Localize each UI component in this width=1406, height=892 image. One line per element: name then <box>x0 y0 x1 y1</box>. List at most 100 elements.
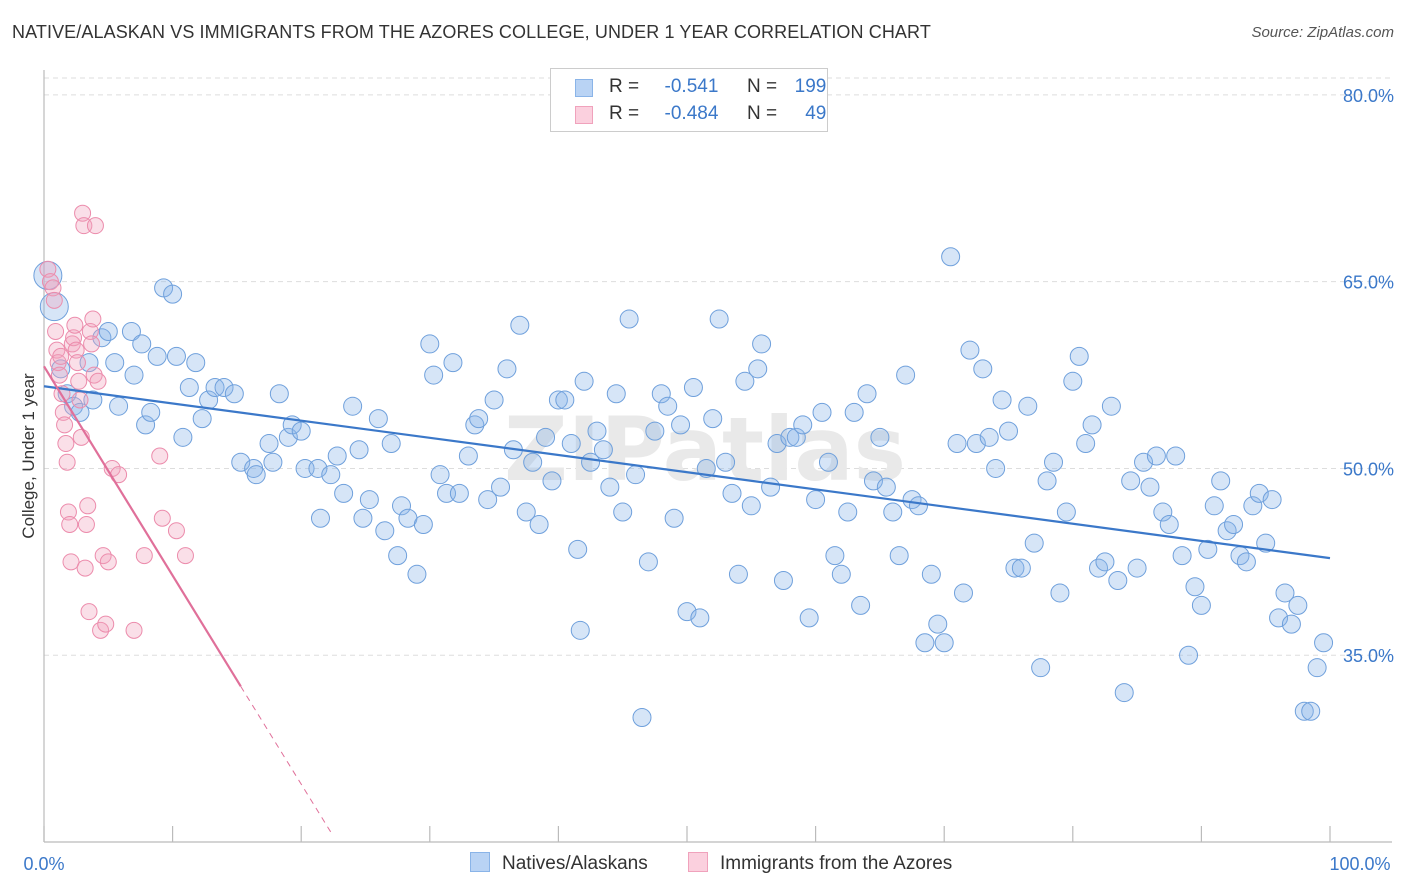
legend: R = -0.541 N = 199 R = -0.484 N = 49 <box>550 68 828 132</box>
y-axis-title: College, Under 1 year <box>19 373 38 539</box>
legend-swatch-pink <box>575 106 593 124</box>
point-natives <box>334 483 354 503</box>
point-natives <box>696 458 716 478</box>
point-natives <box>51 359 71 379</box>
point-natives <box>1204 496 1224 516</box>
point-natives <box>529 514 549 534</box>
bottom-legend-natives: Natives/Alaskans <box>470 852 648 875</box>
point-azores <box>45 291 63 309</box>
point-natives <box>1166 446 1186 466</box>
point-natives <box>1082 415 1102 435</box>
point-natives <box>173 427 193 447</box>
point-natives <box>703 409 723 429</box>
point-natives <box>443 353 463 373</box>
point-natives <box>1005 558 1025 578</box>
point-natives <box>407 564 427 584</box>
point-natives <box>645 421 665 441</box>
point-natives <box>388 546 408 566</box>
x-tick-label: 0.0% <box>23 854 64 874</box>
point-natives <box>353 508 373 528</box>
point-natives <box>986 458 1006 478</box>
point-azores <box>125 621 143 639</box>
point-natives <box>915 633 935 653</box>
point-natives <box>857 384 877 404</box>
point-azores <box>57 435 75 453</box>
point-azores <box>153 509 171 527</box>
point-natives <box>368 409 388 429</box>
point-natives <box>651 384 671 404</box>
x-tick-label: 100.0% <box>1329 854 1390 874</box>
point-natives <box>889 546 909 566</box>
point-natives <box>1024 533 1044 553</box>
point-azores <box>89 372 107 390</box>
point-natives <box>921 564 941 584</box>
trend-layer <box>43 365 1331 833</box>
point-natives <box>98 321 118 341</box>
point-natives <box>838 502 858 522</box>
point-natives <box>424 365 444 385</box>
point-natives <box>523 452 543 472</box>
point-natives <box>896 365 916 385</box>
bottom-legend-azores: Immigrants from the Azores <box>688 852 952 875</box>
point-natives <box>664 508 684 528</box>
point-natives <box>722 483 742 503</box>
point-natives <box>806 490 826 510</box>
point-natives <box>851 595 871 615</box>
point-natives <box>908 496 928 516</box>
point-natives <box>186 353 206 373</box>
point-natives <box>1294 701 1314 721</box>
bottom-legend-label: Immigrants from the Azores <box>720 853 953 874</box>
legend-r-value: -0.484 <box>664 103 719 124</box>
point-natives <box>1288 595 1308 615</box>
point-natives <box>510 315 530 335</box>
point-natives <box>1307 658 1327 678</box>
point-natives <box>619 309 639 329</box>
point-natives <box>458 446 478 466</box>
point-natives <box>812 402 832 422</box>
point-natives <box>484 390 504 410</box>
point-natives <box>735 371 755 391</box>
trendline-azores <box>43 365 242 687</box>
point-natives <box>1301 701 1321 721</box>
point-natives <box>179 378 199 398</box>
point-natives <box>870 427 890 447</box>
point-azores <box>81 322 99 340</box>
point-natives <box>574 371 594 391</box>
point-natives <box>491 477 511 497</box>
point-azores <box>151 447 169 465</box>
point-natives <box>121 321 141 341</box>
point-natives <box>321 465 341 485</box>
point-natives <box>941 247 961 267</box>
point-natives <box>536 427 556 447</box>
point-natives <box>606 384 626 404</box>
point-natives <box>548 390 568 410</box>
point-natives <box>683 378 703 398</box>
point-azores <box>62 553 80 571</box>
point-natives <box>780 427 800 447</box>
point-natives <box>1121 471 1141 491</box>
point-natives <box>953 583 973 603</box>
point-natives <box>141 402 161 422</box>
point-natives <box>1179 645 1199 665</box>
point-natives <box>799 608 819 628</box>
y-tick-label: 65.0% <box>1343 273 1394 293</box>
point-natives <box>613 502 633 522</box>
point-natives <box>166 346 186 366</box>
point-azores <box>74 204 92 222</box>
point-azores <box>176 547 194 565</box>
point-natives <box>593 440 613 460</box>
point-natives <box>1211 471 1231 491</box>
trendline-azores-extension <box>240 686 332 833</box>
point-natives <box>825 546 845 566</box>
point-natives <box>516 502 536 522</box>
point-natives <box>1101 396 1121 416</box>
point-natives <box>359 490 379 510</box>
point-natives <box>876 477 896 497</box>
legend-swatch-blue <box>575 79 593 97</box>
point-natives <box>469 409 489 429</box>
point-natives <box>124 365 144 385</box>
point-natives <box>136 415 156 435</box>
point-natives <box>430 465 450 485</box>
point-natives <box>83 390 103 410</box>
point-natives <box>163 284 183 304</box>
